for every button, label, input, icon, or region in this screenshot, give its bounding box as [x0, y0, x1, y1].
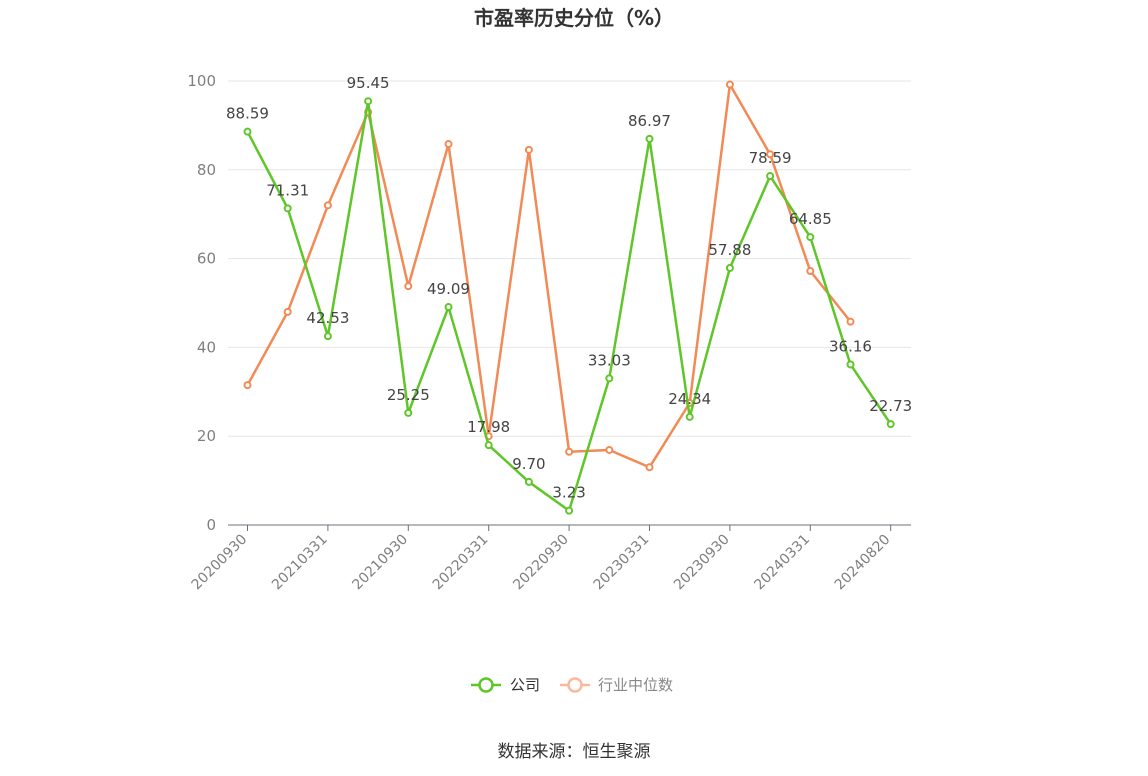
point-company-0 — [243, 127, 252, 136]
data-label-company-10: 86.97 — [628, 112, 671, 130]
point-industry-5 — [444, 140, 453, 149]
point-company-13 — [766, 172, 775, 181]
data-label-company-7: 9.70 — [512, 455, 545, 473]
point-company-10 — [645, 134, 654, 143]
point-industry-0 — [243, 381, 252, 390]
point-industry-14 — [806, 267, 815, 276]
y-tick-label-40: 40 — [197, 338, 216, 356]
data-label-company-15: 36.16 — [829, 337, 872, 355]
y-tick-label-20: 20 — [197, 427, 216, 445]
x-tick-label-20240820: 20240820 — [832, 532, 894, 594]
data-label-company-11: 24.34 — [668, 390, 711, 408]
data-label-company-3: 95.45 — [347, 74, 390, 92]
x-tick-label-20230930: 20230930 — [671, 532, 733, 594]
point-company-1 — [283, 204, 292, 213]
x-tick-label-20220331: 20220331 — [430, 532, 492, 594]
data-label-company-0: 88.59 — [226, 105, 269, 123]
series-line-industry — [246, 83, 852, 469]
point-industry-15 — [846, 317, 855, 326]
point-industry-9 — [605, 445, 614, 454]
y-tick-label-0: 0 — [206, 516, 216, 534]
legend-marker-company — [478, 677, 494, 693]
data-source: 数据来源：恒生聚源 — [498, 742, 651, 762]
point-industry-8 — [565, 447, 574, 456]
point-company-6 — [484, 441, 493, 450]
point-industry-13 — [766, 150, 775, 159]
chart-title: 市盈率历史分位（%） — [474, 6, 674, 30]
point-industry-7 — [524, 145, 533, 154]
data-labels: 88.59 71.31 42.53 95.45 25.25 49.09 17.98 9.70 3… — [226, 74, 912, 501]
point-company-4 — [404, 408, 413, 417]
point-company-11 — [685, 412, 694, 421]
legend-label-industry: 行业中位数 — [598, 676, 673, 694]
series-layer — [243, 80, 895, 515]
point-industry-4 — [404, 282, 413, 291]
point-industry-2 — [323, 201, 332, 210]
x-tick-label-20210930: 20210930 — [349, 532, 411, 594]
point-industry-1 — [283, 307, 292, 316]
point-company-5 — [444, 303, 453, 312]
x-axis: 20200930 20210331 20210930 20220331 20220930… — [189, 524, 911, 594]
point-company-3 — [364, 97, 373, 106]
y-axis: 0 20 40 60 80 100 — [187, 72, 216, 534]
legend[interactable]: 公司 行业中位数 — [471, 676, 673, 694]
x-tick-label-20230331: 20230331 — [591, 532, 653, 594]
data-label-company-2: 42.53 — [306, 309, 349, 327]
point-company-12 — [725, 264, 734, 273]
point-company-7 — [524, 477, 533, 486]
data-label-company-6: 17.98 — [467, 418, 510, 436]
y-tick-label-100: 100 — [187, 72, 216, 90]
y-tick-label-80: 80 — [197, 161, 216, 179]
point-company-2 — [323, 332, 332, 341]
legend-item-industry[interactable]: 行业中位数 — [560, 676, 673, 694]
data-label-company-5: 49.09 — [427, 280, 470, 298]
x-tick-label-20220930: 20220930 — [510, 532, 572, 594]
point-company-14 — [806, 233, 815, 242]
point-company-16 — [886, 420, 895, 429]
point-industry-12 — [725, 80, 734, 89]
legend-item-company[interactable]: 公司 — [471, 676, 540, 694]
y-tick-label-60: 60 — [197, 250, 216, 268]
data-label-company-16: 22.73 — [869, 397, 912, 415]
gridlines — [228, 80, 911, 437]
point-company-8 — [565, 506, 574, 515]
data-label-company-4: 25.25 — [387, 386, 430, 404]
legend-label-company: 公司 — [510, 676, 540, 694]
x-tick-label-20210331: 20210331 — [269, 532, 331, 594]
data-label-company-13: 78.59 — [749, 149, 792, 167]
data-label-company-12: 57.88 — [708, 241, 751, 259]
x-tick-label-20240331: 20240331 — [751, 532, 813, 594]
x-tick-label-20200930: 20200930 — [189, 532, 251, 594]
point-industry-10 — [645, 463, 654, 472]
data-label-company-8: 3.23 — [552, 484, 585, 502]
point-company-9 — [605, 374, 614, 383]
data-label-company-9: 33.03 — [588, 351, 631, 369]
point-company-15 — [846, 360, 855, 369]
data-label-company-14: 64.85 — [789, 210, 832, 228]
legend-marker-industry — [567, 677, 583, 693]
data-label-company-1: 71.31 — [266, 181, 309, 199]
